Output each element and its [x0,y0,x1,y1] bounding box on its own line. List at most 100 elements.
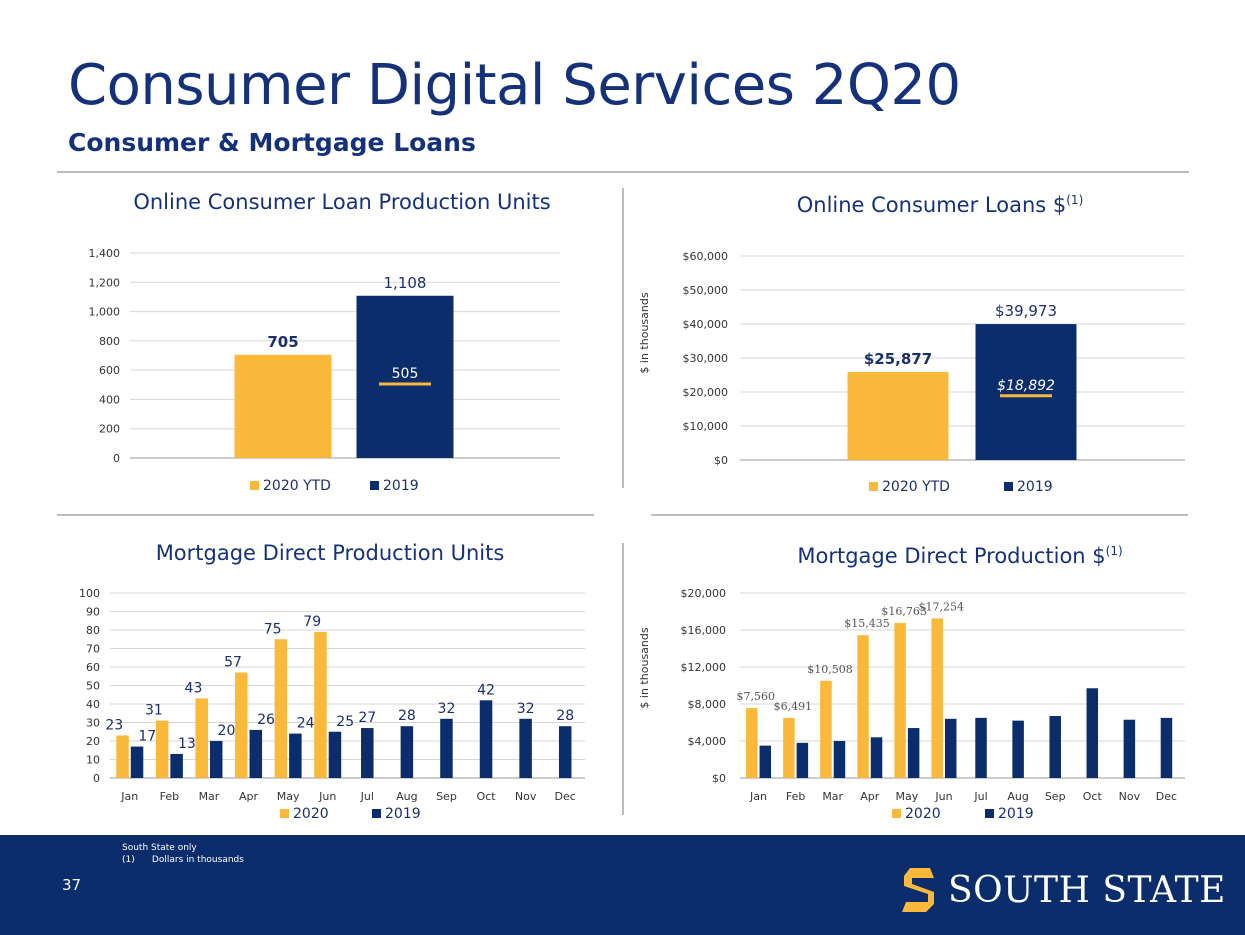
c0-reference-label: 505 [392,366,419,382]
page-subtitle: Consumer & Mortgage Loans [68,128,476,157]
c0-legend-swatch-0 [250,481,259,490]
c2-bar-1-8 [440,718,453,778]
c2-ytick-5: 50 [86,680,100,693]
c2-xtick-3: Apr [239,790,259,803]
c2-bar-label-0-3: 57 [224,655,242,671]
c3-bar-1-8 [1049,716,1061,778]
footnote-2: (1) Dollars in thousands [122,855,244,865]
charts-canvas: 02004006008001,0001,2001,4007051,1085052… [79,247,1185,822]
c2-bar-0-4 [274,639,288,778]
c3-xtick-9: Oct [1083,790,1103,803]
c0-ytick-4: 800 [99,335,120,348]
c2-bar-1-7 [400,726,414,778]
c2-bar-label-1-6: 27 [358,710,376,726]
c2-bar-label-1-5: 25 [336,714,354,730]
c2-xtick-0: Jan [120,790,138,803]
c3-xtick-4: May [896,790,919,803]
chart-title-dollars: Online Consumer Loans $(1) [710,193,1170,217]
c2-bar-0-2 [195,698,208,778]
footer-bar [0,835,1245,935]
c2-bar-0-1 [155,720,169,778]
c3-ytick-4: $16,000 [681,624,727,637]
c3-bar-1-2 [833,741,846,778]
chart-title-mort-dollars: Mortgage Direct Production $(1) [730,544,1190,568]
c2-bar-label-1-0: 17 [138,729,156,745]
c3-bar-1-4 [907,728,920,778]
c3-bar-1-7 [1012,720,1024,778]
c1-bar-label-0: $25,877 [864,350,932,368]
c2-bar-label-0-4: 75 [264,621,282,637]
c2-ytick-2: 20 [86,735,100,748]
c0-bar-1 [356,295,454,458]
c2-legend-swatch-1 [372,809,381,818]
c2-bar-1-3 [249,729,263,778]
chart-title-mort-dollars-sup: (1) [1105,544,1123,558]
c2-bar-label-1-9: 42 [477,682,495,698]
c3-xtick-10: Nov [1119,790,1141,803]
c2-bar-1-4 [289,733,302,778]
c2-bar-label-1-11: 28 [556,708,574,724]
c3-xtick-1: Feb [786,790,805,803]
c2-xtick-10: Nov [515,790,537,803]
c2-xtick-7: Aug [396,790,417,803]
c2-xtick-9: Oct [477,790,497,803]
c2-bar-1-9 [479,700,493,778]
c0-ytick-6: 1,200 [89,276,121,289]
page-title: Consumer Digital Services 2Q20 [68,53,961,118]
c2-ytick-8: 80 [86,624,100,637]
c3-bar-1-0 [759,745,772,778]
c3-ylabel: $ in thousands [638,627,651,708]
c3-ytick-1: $4,000 [688,735,727,748]
chart-title-mort-units-text: Mortgage Direct Production Units [155,541,505,565]
c3-legend-swatch-1 [985,809,994,818]
c2-ytick-0: 0 [93,772,100,785]
c3-bar-1-5 [944,718,957,778]
c3-legend-label-0: 2020 [905,806,941,822]
c3-bar-1-9 [1086,688,1099,778]
c3-bar-label-0-0: $7,560 [737,690,776,703]
c0-ytick-2: 400 [99,393,120,406]
c3-bar-label-0-4: $16,763 [881,605,927,618]
c1-legend-swatch-0 [869,482,878,491]
c2-xtick-1: Feb [160,790,179,803]
c1-bar-1 [975,324,1077,460]
c1-ylabel: $ in thousands [638,292,651,373]
c3-xtick-6: Jul [973,790,987,803]
c3-xtick-0: Jan [749,790,767,803]
chart-title-mort-units: Mortgage Direct Production Units [100,541,560,565]
c3-bar-1-1 [796,742,809,778]
c3-bar-label-0-1: $6,491 [774,700,813,713]
chart-title-mort-dollars-text: Mortgage Direct Production $ [797,544,1106,568]
c1-legend-label-1: 2019 [1017,479,1053,495]
chart-title-units: Online Consumer Loan Production Units [112,190,572,214]
c1-ytick-3: $30,000 [683,352,729,365]
c2-bar-label-1-2: 20 [218,723,236,739]
c0-legend-label-1: 2019 [383,478,419,494]
south-state-s-icon [902,868,934,912]
right-mid-divider [651,514,1188,516]
c0-ytick-1: 200 [99,423,120,436]
page-number: 37 [62,876,82,894]
c2-xtick-5: Jun [318,790,336,803]
c0-bar-0 [234,354,332,458]
c2-ytick-4: 40 [86,698,100,711]
c1-ytick-4: $40,000 [683,318,729,331]
header-divider [57,171,1189,173]
left-mid-divider [57,514,594,516]
c3-bar-0-1 [783,717,795,778]
c1-ytick-5: $50,000 [683,284,729,297]
c2-legend-swatch-0 [280,809,289,818]
c3-xtick-8: Sep [1045,790,1066,803]
c2-bar-1-0 [130,746,144,778]
c0-ytick-5: 1,000 [89,306,121,319]
c3-bar-label-0-3: $15,435 [844,617,890,630]
c2-bar-label-0-0: 23 [105,717,123,733]
c3-bar-0-5 [931,618,943,778]
c3-legend-label-1: 2019 [998,806,1034,822]
c3-bar-1-10 [1123,719,1136,778]
c0-bar-label-0: 705 [267,333,298,351]
c0-legend-swatch-1 [370,481,379,490]
top-center-divider [622,188,624,488]
c2-bar-1-2 [209,741,223,778]
c2-ytick-3: 30 [86,717,100,730]
